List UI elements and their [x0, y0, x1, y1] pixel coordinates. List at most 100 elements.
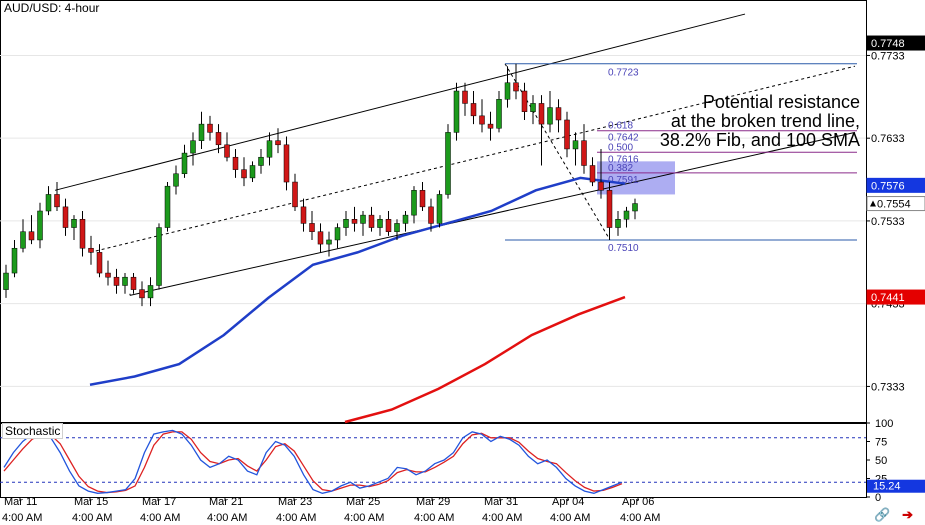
candle-body [589, 165, 596, 183]
candle-body [198, 123, 205, 141]
candle-body [462, 90, 468, 104]
candle-body [572, 140, 579, 150]
stoch-tick-label: 100 [875, 418, 893, 430]
price-tag-label: 0.7554 [877, 199, 911, 211]
candle-body [88, 247, 94, 253]
time-tick-time: 4:00 AM [207, 512, 247, 524]
price-tick-label: 0.7333 [871, 381, 905, 393]
price-tag-box [866, 289, 925, 305]
candle-body [113, 276, 120, 286]
candle-body [521, 90, 528, 112]
sma-200-line [344, 295, 626, 424]
stoch-k-line [3, 429, 623, 494]
price-tag-label: 0.7748 [871, 38, 905, 50]
candle-body [173, 173, 179, 187]
candle-body [326, 239, 332, 245]
candle-body [28, 231, 35, 241]
candle-body [598, 181, 604, 191]
stoch-value-label: 15.24 [873, 481, 901, 493]
candle-body [62, 206, 69, 228]
candle-body [581, 140, 587, 166]
candle-body [130, 276, 137, 290]
time-tick-date: Apr 04 [552, 496, 584, 508]
channel-middle [89, 65, 856, 253]
candle-body [249, 165, 256, 179]
candle-body [292, 181, 298, 208]
candle-body [487, 123, 494, 129]
time-tick-time: 4:00 AM [276, 512, 316, 524]
time-tick-time: 4:00 AM [620, 512, 660, 524]
candle-body [122, 276, 128, 286]
candle-body [445, 132, 451, 195]
candle-body [385, 219, 392, 232]
fib-ratio-label: 0.618 [608, 121, 633, 132]
annotation-line-1: Potential resistance [702, 92, 860, 112]
arrow-right-icon[interactable]: ➔ [902, 507, 913, 522]
time-tick-time: 4:00 AM [72, 512, 112, 524]
time-tick-date: Mar 23 [278, 496, 312, 508]
candle-body [368, 214, 375, 228]
candle-body [504, 82, 511, 100]
time-tick-date: Mar 21 [209, 496, 243, 508]
time-tick-date: Mar 29 [416, 496, 450, 508]
candle-body [190, 140, 196, 154]
candle-body [564, 119, 570, 150]
candlesticks [3, 63, 638, 307]
main-plot-frame [0, 0, 867, 498]
candle-body [428, 206, 434, 224]
price-tag-label: 0.7441 [871, 292, 905, 304]
candle-body [71, 219, 77, 228]
candle-body [377, 219, 383, 228]
candle-body [224, 144, 230, 158]
time-tick-date: Mar 25 [346, 496, 380, 508]
time-tick-date: Mar 11 [4, 496, 37, 508]
candle-body [283, 144, 290, 183]
price-level-label: 0.7723 [608, 68, 639, 79]
candle-body [207, 123, 213, 133]
candle-body [538, 103, 545, 125]
price-tag-box [866, 35, 925, 51]
candle-body [79, 219, 86, 249]
candle-body [181, 152, 188, 175]
price-tick-label: 0.7733 [871, 50, 905, 62]
time-tick-time: 4:00 AM [344, 512, 384, 524]
candle-body [139, 289, 145, 299]
candle-body [232, 156, 239, 170]
link-icon[interactable]: 🔗 [874, 507, 891, 522]
candle-body [147, 285, 154, 299]
candle-body [215, 132, 222, 146]
candle-body [11, 247, 18, 274]
price-tag-label: 0.7576 [871, 180, 905, 192]
candle-body [394, 223, 400, 232]
fib-price-label: 0.7642 [608, 133, 639, 144]
time-tick-time: 4:00 AM [2, 512, 42, 524]
candle-body [309, 223, 315, 232]
candle-body [360, 214, 366, 224]
trend-channel [54, 13, 856, 296]
fib-price-label: 0.7616 [608, 154, 639, 165]
candle-body [54, 194, 60, 208]
candle-body [300, 206, 307, 224]
candle-body [470, 103, 477, 117]
stoch-d-line [3, 431, 623, 494]
stoch-tick-label: 75 [875, 437, 887, 449]
candle-body [241, 169, 247, 179]
fib-ratio-label: 0.500 [608, 142, 633, 153]
main-plot-border [0, 0, 867, 423]
footer-icons: 🔗 ➔ [874, 507, 913, 523]
candle-body [266, 140, 273, 158]
price-tag-arrow [870, 200, 876, 207]
chart-title: AUD/USD: 4-hour [2, 1, 102, 15]
fib-price-label: 0.7591 [608, 175, 639, 186]
candle-body [623, 210, 630, 220]
candle-body [45, 194, 52, 212]
candle-body [96, 252, 103, 274]
price-tag-box [866, 196, 925, 212]
fib-trend-line [504, 63, 611, 241]
candle-body [453, 90, 460, 133]
price-tick-label: 0.7533 [871, 216, 905, 228]
candle-body [496, 99, 502, 129]
